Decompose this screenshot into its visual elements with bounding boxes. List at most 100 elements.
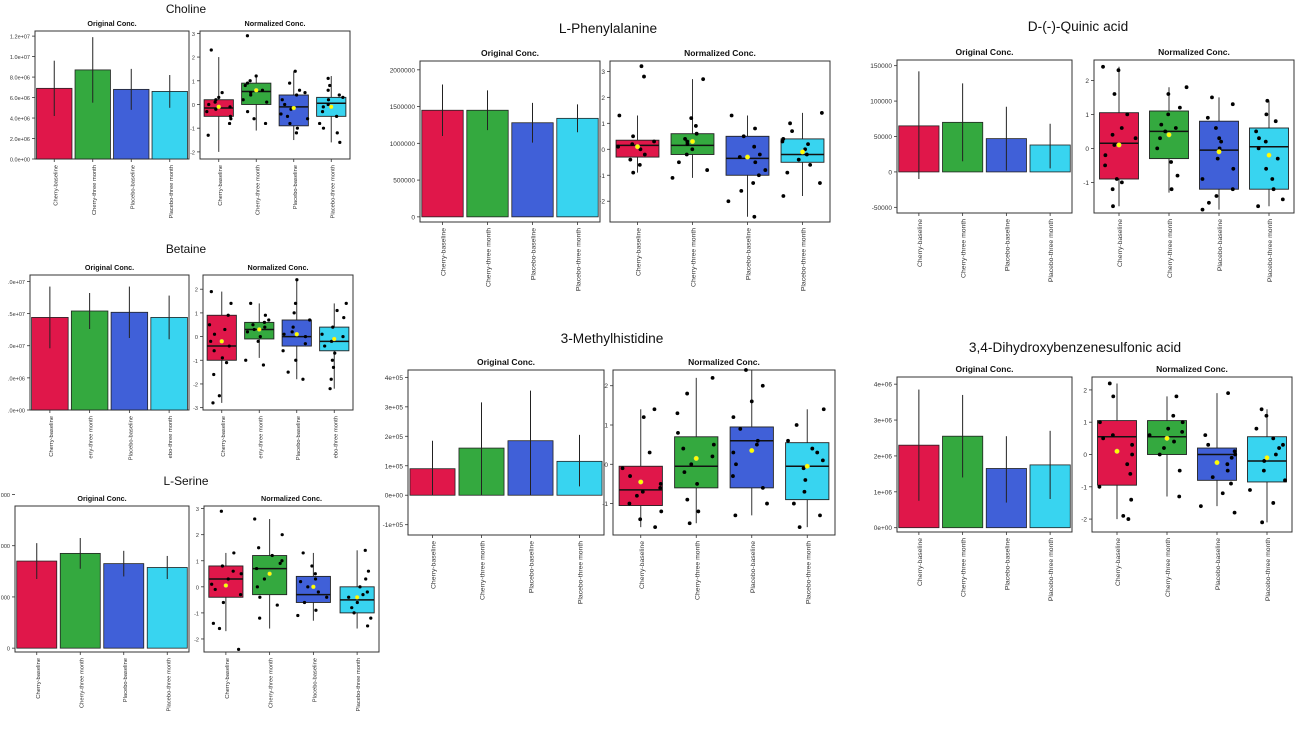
chart-1-data-point [293,301,298,306]
chart-4-data-point [685,391,690,396]
chart-0-data-point [245,109,250,114]
chart-3-data-point [693,124,698,128]
chart-1-data-point [212,372,216,377]
chart-5-data-point [1166,112,1171,117]
chart-3-data-point [637,162,642,167]
chart-3-original-ytick-label: 2000000 [390,67,416,74]
chart-0-normalized-ytick-label: -1 [190,127,195,133]
chart-5-normalized-ytick-label: -1 [1083,180,1089,187]
chart-2-normalized-xtick-label: Cherry-three month [269,658,275,708]
chart-1-data-point [244,358,248,362]
chart-2-data-point [361,593,365,597]
chart-1-normalized-ytick-label: 0 [195,335,198,341]
chart-6-data-point [1101,436,1106,441]
chart-4-data-point [731,415,736,420]
chart-5-data-point [1256,204,1261,209]
chart-5-mean-marker [1166,132,1172,138]
chart-6-data-point [1129,497,1134,502]
chart-2-data-point [306,585,310,589]
chart-5-data-point [1219,139,1224,144]
chart-6-data-point [1281,442,1285,447]
chart-0-data-point [335,131,339,135]
chart-1-data-point [303,334,308,339]
chart-3-data-point [788,121,792,126]
chart-0-normalized-axes: -2 -1 0 1 2 3 [190,30,351,160]
chart-4-data-point [733,513,738,518]
chart-5-data-point [1215,156,1220,161]
chart-2-data-point [325,595,329,599]
chart-0-data-point [228,105,232,109]
chart-2-data-point [210,582,214,586]
chart-0-data-point [341,95,345,99]
chart-2-data-point [239,572,243,576]
chart-3-data-point [652,139,656,144]
chart-6-normalized-xtick-label: Placebo-baseline [1215,538,1222,590]
chart-2-mean-marker [267,571,272,576]
chart-5-normalized-ytick-label: 0 [1085,146,1089,153]
chart-3-data-point [808,162,813,167]
chart-0-data-point [303,91,307,95]
chart-6-original-xtick-label: Cherry-three month [961,538,968,597]
chart-2-normalized-xtick-label: Cherry-baseline [225,658,231,699]
chart-5-data-point [1264,166,1269,171]
chart-5-data-point [1210,95,1214,100]
chart-4-data-point [638,517,643,522]
chart-3-data-point [806,142,810,146]
chart-4-data-point [801,466,806,471]
chart-2-data-point [298,579,303,584]
chart-1-normalized-xtick-label: ebo-three month [333,416,339,458]
chart-2-data-point [363,548,367,552]
chart-0-data-point [249,91,253,95]
chart-4-data-point [710,454,715,459]
chart-1-mean-marker [257,327,262,332]
chart-6-data-point [1130,442,1135,447]
chart-1-data-point [292,311,296,315]
chart-4-data-point [676,430,680,435]
chart-2-data-point [236,647,241,652]
chart-0-normalized-frame [199,30,351,160]
chart-0-data-point [227,121,232,126]
chart-5-original-ytick-label: 150000 [870,63,892,70]
chart-2-data-point [310,564,314,568]
chart-0-mean-marker [291,105,296,111]
chart-2-original-xtick-label: Placebo-three month [166,658,172,712]
chart-1-data-point [333,351,337,355]
chart-2-data-point [313,577,318,581]
chart-3-original-xtick-label: Placebo-three month [576,228,583,291]
chart-4-original-ytick-label: -1e+05 [383,522,404,529]
chart-2-data-point [231,569,235,573]
chart-4-normalized-ytick-label: 2 [604,383,608,390]
chart-1-data-point [226,313,230,317]
chart-2-normalized-ytick-label: -1 [194,611,199,617]
chart-3-data-point [639,64,644,69]
chart-6-data-point [1220,491,1225,496]
chart-3-original-ytick-label: 500000 [393,178,415,185]
chart-5-data-point [1205,115,1210,120]
chart-1-original-ytick-label: .0e+07 [8,344,25,350]
chart-3-normalized-ytick-label: -2 [599,199,605,206]
chart-3-original-xtick-label: Placebo-baseline [531,228,538,280]
chart-2-data-point [258,616,262,620]
chart-2-normalized-ytick-label: 0 [196,585,199,591]
chart-0-data-point [288,121,292,126]
chart-2-data-point [254,566,259,571]
chart-6-data-point [1177,494,1182,499]
chart-3-original-ytick-label: 1000000 [390,141,416,148]
chart-0-original-ytick-label: 1.2e+07 [10,35,30,41]
chart-6-data-point [1172,439,1176,444]
chart-0-original-ytick-label: 2.0e+06 [10,137,30,143]
chart-0-data-point [209,48,213,52]
chart-0-data-point [248,79,252,83]
chart-6-data-point [1130,452,1135,457]
chart-2-data-point [366,569,371,573]
chart-2-data-point [280,533,284,537]
chart-4-data-point [685,497,690,502]
chart-1-data-point [330,358,335,362]
chart-6-data-point [1206,442,1211,447]
chart-0-normalized-ytick-label: -2 [190,150,195,156]
chart-6-data-point [1125,462,1130,467]
chart-0-data-point [280,98,284,102]
chart-0-original-panel-title: Original Conc. [87,19,136,28]
chart-4-data-point [821,407,826,412]
